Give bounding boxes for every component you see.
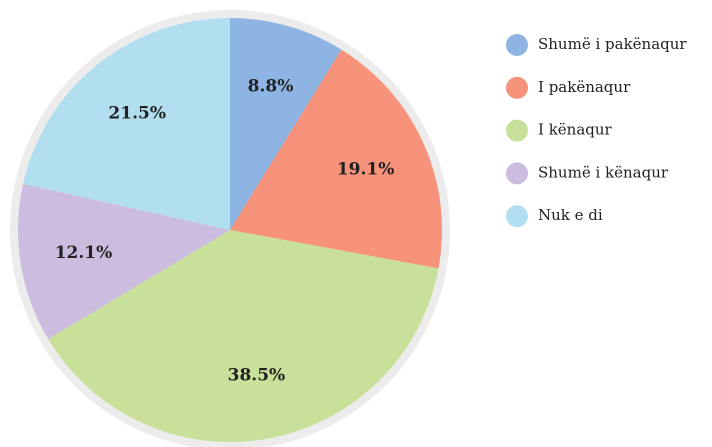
data-label: 38.5% xyxy=(228,366,286,386)
legend-swatch xyxy=(506,162,528,185)
legend-swatch xyxy=(506,119,528,142)
data-label: 19.1% xyxy=(337,159,395,179)
pie-slice xyxy=(230,18,342,230)
legend-label: I pakënaqur xyxy=(538,78,631,96)
pie-slice xyxy=(23,18,230,230)
legend-swatch xyxy=(506,34,528,56)
legend-swatch xyxy=(506,205,528,228)
legend-label: Nuk e di xyxy=(538,206,603,224)
legend-swatch xyxy=(506,76,528,99)
legend-label: Shumë i pakënaqur xyxy=(538,35,687,53)
legend-label: Shumë i kënaqur xyxy=(538,163,669,181)
data-label: 8.8% xyxy=(248,77,294,97)
pie-slice xyxy=(230,49,443,269)
data-label: 21.5% xyxy=(108,104,166,124)
pie-slice xyxy=(17,183,231,340)
legend-label: I kënaqur xyxy=(538,121,613,139)
data-label: 12.1% xyxy=(55,243,113,263)
pie-slice xyxy=(48,230,439,442)
